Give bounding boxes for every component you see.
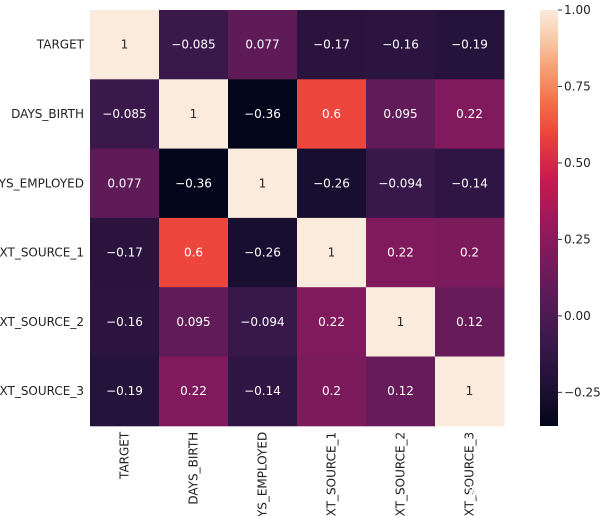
heatmap-cell [159,217,229,288]
heatmap-cell [159,79,229,150]
cell-value-label: 1 [466,384,474,398]
cell-value-label: −0.19 [106,384,143,398]
heatmap-cell [228,148,298,219]
row-label: EXT_SOURCE_2 [0,315,84,329]
heatmap-cell [366,217,436,288]
cell-value-label: 0.12 [387,384,414,398]
column-label: DAYS_BIRTH [187,432,201,505]
heatmap-cell [366,10,436,80]
column-label: EXT_SOURCE_1 [325,432,339,516]
heatmap-cell [297,356,367,427]
row-label: TARGET [36,38,85,52]
cell-value-label: 0.095 [176,315,210,329]
cell-value-label: 0.095 [383,107,417,121]
cell-value-label: 1 [190,107,198,121]
heatmap-cell [90,10,160,80]
heatmap-cell [366,148,436,219]
cell-value-label: 0.22 [387,246,414,260]
column-label: DAYS_EMPLOYED [256,432,270,516]
colorbar-tick-label: 0.75 [564,79,591,93]
cell-value-label: 0.077 [245,38,279,52]
cell-value-label: −0.14 [244,384,281,398]
column-label: EXT_SOURCE_3 [463,432,477,516]
heatmap-cell [90,79,160,150]
cell-value-label: −0.085 [171,38,215,52]
column-label: EXT_SOURCE_2 [394,432,408,516]
cell-value-label: −0.36 [244,107,281,121]
colorbar-tick-label: 0.00 [564,309,591,323]
heatmap-cell [228,287,298,357]
heatmap-cell [366,356,436,427]
cell-value-label: −0.17 [313,38,350,52]
heatmap-cell [297,79,367,150]
colorbar-tick-label: 1.00 [564,3,591,17]
cell-value-label: 1 [121,38,129,52]
heatmap-cell [159,356,229,427]
heatmap-cell [435,79,505,150]
heatmap-cell [435,287,505,357]
cell-value-label: −0.14 [451,176,488,190]
heatmap-cell [297,217,367,288]
cell-value-label: −0.16 [106,315,143,329]
heatmap-cell [435,356,505,427]
heatmap-cell [435,10,505,80]
heatmap-cell [366,287,436,357]
cell-value-label: 0.6 [322,107,341,121]
heatmap-cell [228,10,298,80]
cell-value-label: 1 [328,246,336,260]
heatmap-cell [159,10,229,80]
heatmap-cells: 1 −0.085 0.077 −0.17 −0.16 −0.19 −0.085 1 −0.36 0… [90,10,505,427]
heatmap-cell [228,356,298,427]
row-label: DAYS_EMPLOYED [0,176,84,190]
cell-value-label: 0.6 [184,246,203,260]
cell-value-label: −0.26 [244,246,281,260]
heatmap-cell [90,217,160,288]
cell-value-label: 0.077 [107,176,141,190]
cell-value-label: 0.2 [322,384,341,398]
row-labels: TARGET DAYS_BIRTH DAYS_EMPLOYED EXT_SOURCE_… [0,38,85,398]
cell-value-label: 0.22 [456,107,483,121]
colorbar [540,10,558,426]
heatmap-cell [297,287,367,357]
cell-value-label: −0.16 [382,38,419,52]
cell-value-label: −0.17 [106,246,143,260]
cell-value-label: −0.36 [175,176,212,190]
heatmap-cell [366,79,436,150]
heatmap-cell [159,148,229,219]
cell-value-label: −0.085 [102,107,146,121]
heatmap-cell [90,356,160,427]
row-label: DAYS_BIRTH [11,107,84,121]
heatmap-cell [435,148,505,219]
cell-value-label: −0.19 [451,38,488,52]
column-label: TARGET [118,431,132,480]
cell-value-label: 0.12 [456,315,483,329]
cell-value-label: −0.094 [240,315,284,329]
colorbar-ticks: 1.00 0.75 0.50 0.25 0.00 −0.25 [558,3,600,399]
column-labels: TARGET DAYS_BIRTH DAYS_EMPLOYED EXT_SOURCE_… [118,431,477,516]
cell-value-label: −0.094 [378,176,422,190]
cell-value-label: −0.26 [313,176,350,190]
row-label: EXT_SOURCE_3 [0,384,84,398]
cell-value-label: 1 [259,176,267,190]
heatmap-cell [159,287,229,357]
heatmap-cell [90,148,160,219]
cell-value-label: 0.2 [460,246,479,260]
cell-value-label: 0.22 [318,315,345,329]
row-label: EXT_SOURCE_1 [0,246,84,260]
heatmap-cell [228,217,298,288]
heatmap-cell [297,10,367,80]
heatmap-cell [90,287,160,357]
colorbar-tick-label: 0.25 [564,232,591,246]
heatmap-cell [228,79,298,150]
heatmap-cell [297,148,367,219]
cell-value-label: 0.22 [180,384,207,398]
cell-value-label: 1 [397,315,405,329]
watermark: 知乎 @小生有理了 [469,483,585,500]
colorbar-tick-label: 0.50 [564,156,591,170]
heatmap-cell [435,217,505,288]
colorbar-tick-label: −0.25 [564,385,600,399]
